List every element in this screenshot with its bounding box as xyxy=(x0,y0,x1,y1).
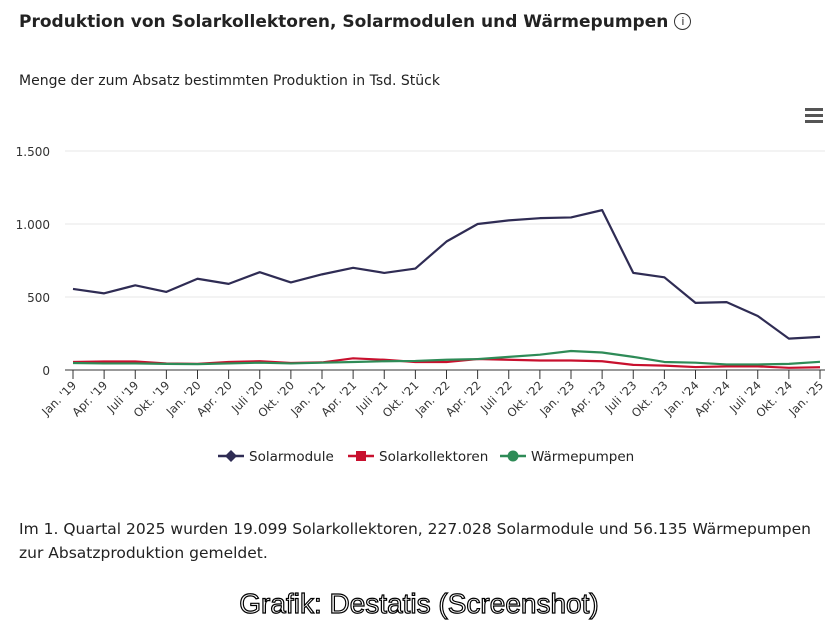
x-tick-label: Apr. '20 xyxy=(194,378,235,419)
diamond-marker-icon xyxy=(225,450,237,462)
series-line-solarmodule[interactable] xyxy=(72,209,821,340)
legend-label: Wärmepumpen xyxy=(531,449,634,465)
summary-note: Im 1. Quartal 2025 wurden 19.099 Solarko… xyxy=(19,520,811,562)
x-tick-label: Apr. '24 xyxy=(692,378,733,419)
legend-item-solarkollektoren[interactable]: Solarkollektoren xyxy=(348,449,488,465)
legend-label: Solarkollektoren xyxy=(379,449,488,465)
credit-watermark: Grafik: Destatis (Screenshot) xyxy=(239,587,600,619)
y-tick-label: 1.000 xyxy=(16,218,50,232)
circle-marker-icon xyxy=(507,450,519,462)
square-marker-icon xyxy=(356,451,366,461)
chart-title: Produktion von Solarkollektoren, Solarmo… xyxy=(19,12,692,32)
x-tick-label: Apr. '23 xyxy=(567,378,608,419)
legend-item-wärmepumpen[interactable]: Wärmepumpen xyxy=(500,449,634,465)
x-tick-label: Apr. '19 xyxy=(69,378,110,419)
y-tick-label: 0 xyxy=(42,364,50,378)
series-line-wärmepumpen[interactable] xyxy=(72,349,821,366)
x-tick-label: Apr. '21 xyxy=(318,378,359,419)
legend-label: Solarmodule xyxy=(249,449,334,465)
chart-subtitle: Menge der zum Absatz bestimmten Produkti… xyxy=(19,73,440,89)
y-tick-label: 500 xyxy=(27,291,50,305)
info-icon[interactable]: i xyxy=(674,13,692,30)
y-tick-label: 1.500 xyxy=(16,145,50,159)
legend-item-solarmodule[interactable]: Solarmodule xyxy=(218,449,334,465)
x-tick-label: Apr. '22 xyxy=(443,378,484,419)
title-text: Produktion von Solarkollektoren, Solarmo… xyxy=(19,12,669,32)
hamburger-menu-icon[interactable] xyxy=(805,108,823,126)
x-tick-label: Jan. '25 xyxy=(785,378,826,419)
